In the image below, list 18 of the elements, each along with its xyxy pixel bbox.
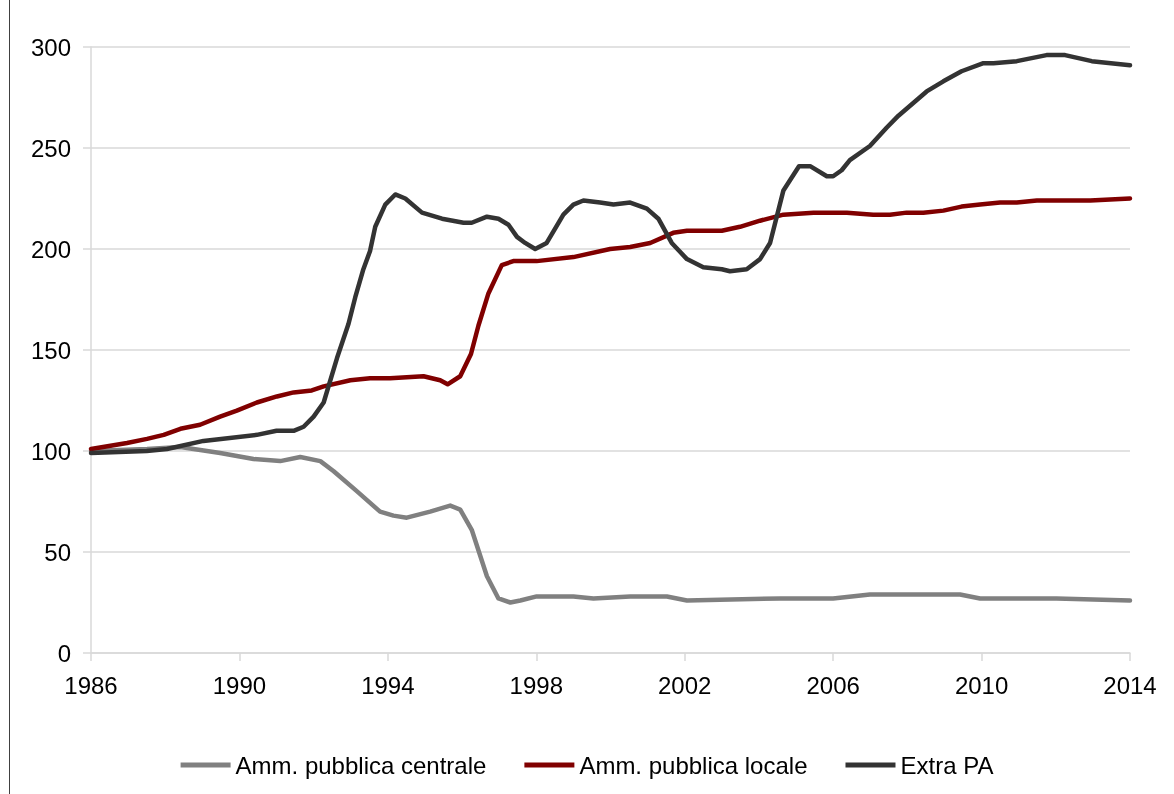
x-tick-label: 1994	[361, 671, 415, 699]
x-tick-label: 2014	[1103, 671, 1157, 699]
y-tick-label: 0	[57, 639, 71, 667]
legend-label: Extra PA	[900, 751, 994, 779]
y-tick-label: 150	[30, 336, 71, 364]
y-tick-label: 100	[30, 437, 71, 465]
x-tick-label: 2010	[954, 671, 1009, 699]
legend-label: Amm. pubblica centrale	[235, 751, 487, 779]
x-tick-label: 2002	[658, 671, 712, 699]
y-tick-label: 50	[44, 538, 71, 566]
x-tick-label: 1998	[509, 671, 563, 699]
y-tick-label: 250	[30, 134, 71, 162]
y-tick-label: 200	[30, 235, 71, 263]
x-tick-label: 2006	[806, 671, 860, 699]
x-tick-label: 1986	[64, 671, 118, 699]
legend-label: Amm. pubblica locale	[579, 751, 808, 779]
x-tick-label: 1990	[212, 671, 267, 699]
y-tick-label: 300	[30, 33, 71, 61]
